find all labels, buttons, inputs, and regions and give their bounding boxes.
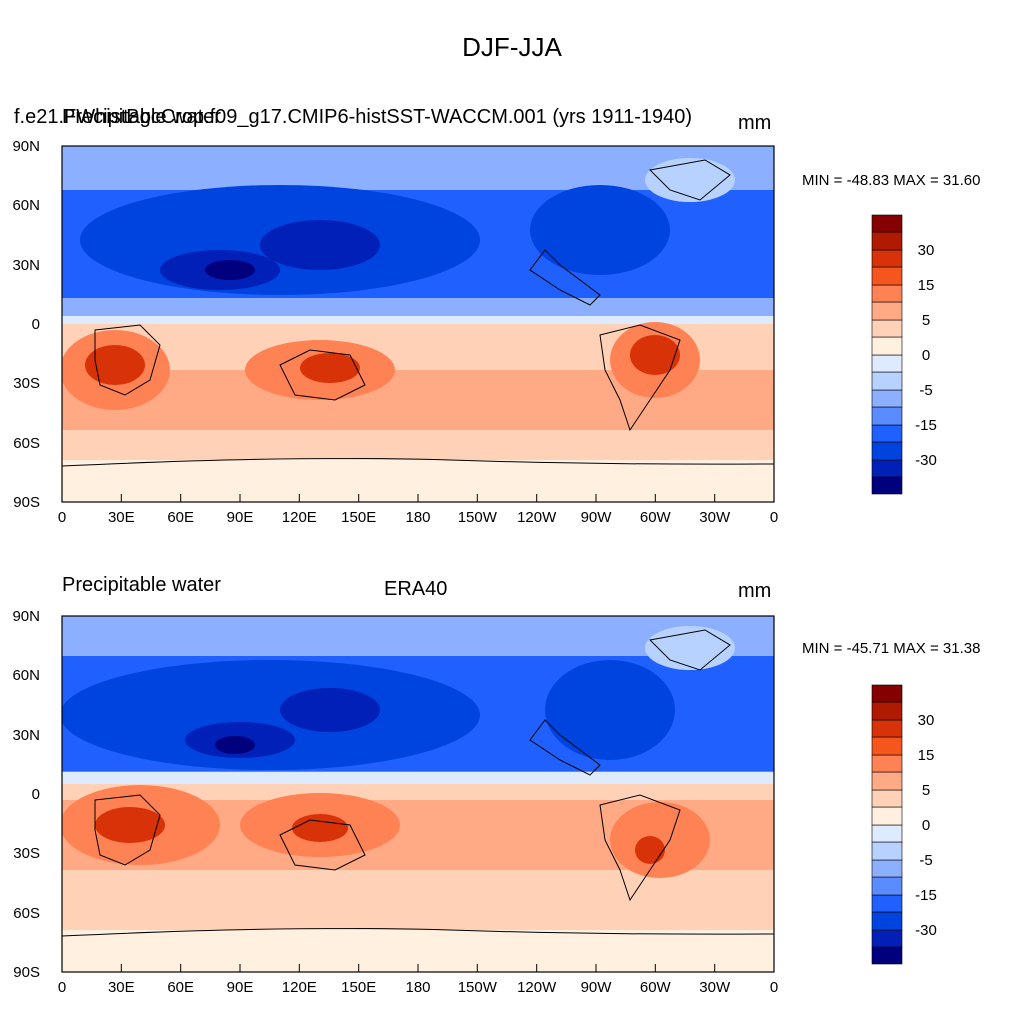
- x-tick-label: 60E: [167, 509, 194, 526]
- y-tick-label: 60S: [13, 905, 40, 922]
- x-tick-label: 90E: [227, 979, 254, 996]
- panel-left-title: Precipitable water: [62, 106, 221, 128]
- colorbar-label: 5: [922, 782, 930, 799]
- x-tick-label: 60E: [167, 979, 194, 996]
- y-tick-label: 90N: [12, 608, 40, 625]
- colorbar-label: 0: [922, 817, 930, 834]
- x-tick-label: 30E: [108, 509, 135, 526]
- x-tick-label: 0: [770, 979, 778, 996]
- y-tick-label: 30S: [13, 375, 40, 392]
- panel-center-title: ERA40: [384, 578, 448, 600]
- x-tick-label: 120W: [517, 979, 557, 996]
- x-tick-label: 120W: [517, 509, 557, 526]
- colorbar-label: 15: [918, 277, 935, 294]
- y-tick-label: 60N: [12, 667, 40, 684]
- colorbar-label: 15: [918, 747, 935, 764]
- colorbar-label: 5: [922, 312, 930, 329]
- y-tick-label: 30N: [12, 727, 40, 744]
- colorbar-label: -30: [915, 452, 937, 469]
- y-tick-label: 0: [32, 786, 40, 803]
- panel-bottom: Precipitable water ERA40 mm MIN = -45.71…: [0, 530, 1024, 1024]
- x-tick-label: 60W: [640, 509, 672, 526]
- y-tick-label: 90S: [13, 964, 40, 981]
- y-tick-label: 30S: [13, 845, 40, 862]
- x-tick-label: 150W: [458, 509, 498, 526]
- min-max-label: MIN = -45.71 MAX = 31.38: [802, 640, 981, 657]
- x-axis-ticks: [61, 494, 775, 502]
- y-tick-label: 60N: [12, 197, 40, 214]
- x-tick-label: 150E: [341, 509, 376, 526]
- map-plot: 0 30E 60E 90E 120E 150E 180 150W 120W 90…: [12, 138, 778, 526]
- y-tick-label: 60S: [13, 435, 40, 452]
- y-tick-label: 90S: [13, 494, 40, 511]
- y-tick-label: 30N: [12, 257, 40, 274]
- x-tick-label: 30E: [108, 979, 135, 996]
- colorbar: -30 -15 -5 0 5 15 30: [871, 214, 937, 495]
- x-tick-label: 90W: [581, 509, 613, 526]
- colorbar-label: 0: [922, 347, 930, 364]
- y-tick-label: 0: [32, 316, 40, 333]
- x-tick-label: 60W: [640, 979, 672, 996]
- x-tick-label: 90E: [227, 509, 254, 526]
- colorbar-label: -5: [919, 852, 932, 869]
- x-tick-label: 120E: [282, 979, 317, 996]
- colorbar-label: 30: [918, 242, 935, 259]
- x-tick-label: 120E: [282, 509, 317, 526]
- colorbar-label: -5: [919, 382, 932, 399]
- x-tick-label: 90W: [581, 979, 613, 996]
- colorbar-label: -15: [915, 417, 937, 434]
- x-axis-ticks: [61, 964, 775, 972]
- panel-units: mm: [738, 580, 772, 602]
- map-plot: 0 30E 60E 90E 120E 150E 180 150W 120W 90…: [12, 608, 778, 996]
- x-tick-label: 0: [770, 509, 778, 526]
- figure-title: DJF-JJA: [462, 32, 562, 62]
- colorbar: -30 -15 -5 0 5 15 30: [871, 684, 937, 965]
- panel-center-title: f.e21.FWhistBgcCrop.f09_g17.CMIP6-histSS…: [14, 106, 693, 128]
- panel-units: mm: [738, 112, 772, 134]
- x-tick-label: 30W: [699, 509, 731, 526]
- panel-top: Precipitable water f.e21.FWhistBgcCrop.f…: [12, 106, 981, 526]
- panel-left-title: Precipitable water: [62, 574, 221, 596]
- x-tick-label: 150W: [458, 979, 498, 996]
- colorbar-label: 30: [918, 712, 935, 729]
- x-tick-label: 180: [405, 509, 430, 526]
- x-tick-label: 0: [58, 509, 66, 526]
- x-tick-label: 180: [405, 979, 430, 996]
- y-tick-label: 90N: [12, 138, 40, 155]
- x-tick-label: 150E: [341, 979, 376, 996]
- x-tick-label: 30W: [699, 979, 731, 996]
- x-tick-label: 0: [58, 979, 66, 996]
- min-max-label: MIN = -48.83 MAX = 31.60: [802, 172, 981, 189]
- colorbar-label: -15: [915, 887, 937, 904]
- colorbar-label: -30: [915, 922, 937, 939]
